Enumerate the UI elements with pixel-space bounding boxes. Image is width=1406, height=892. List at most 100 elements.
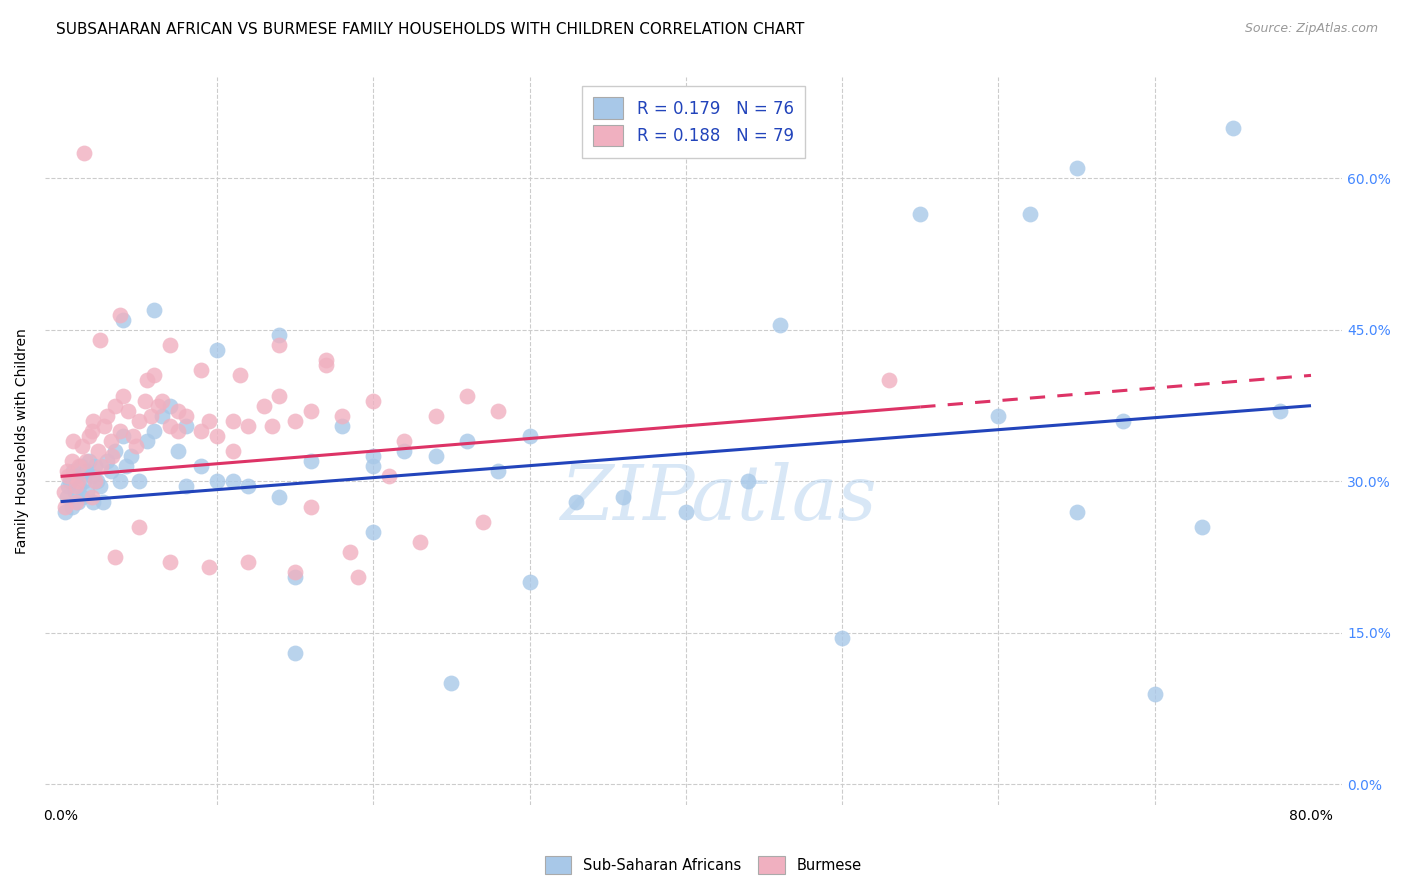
- Point: [146, 399, 169, 413]
- Point: [62, 464, 84, 478]
- Point: [1222, 120, 1244, 135]
- Point: [238, 418, 260, 433]
- Point: [143, 368, 166, 383]
- Point: [60, 454, 83, 468]
- Point: [65, 494, 87, 508]
- Point: [53, 505, 76, 519]
- Point: [143, 302, 166, 317]
- Point: [159, 338, 181, 352]
- Point: [174, 479, 197, 493]
- Point: [339, 545, 361, 559]
- Point: [284, 646, 307, 660]
- Point: [987, 409, 1010, 423]
- Point: [1018, 207, 1040, 221]
- Point: [1066, 161, 1088, 176]
- Point: [73, 475, 96, 489]
- Point: [150, 393, 173, 408]
- Point: [394, 444, 416, 458]
- Point: [1191, 520, 1213, 534]
- Point: [260, 418, 283, 433]
- Point: [65, 469, 87, 483]
- Point: [205, 343, 228, 358]
- Point: [1066, 505, 1088, 519]
- Point: [56, 464, 79, 478]
- Point: [361, 459, 384, 474]
- Point: [135, 373, 157, 387]
- Point: [737, 475, 759, 489]
- Point: [134, 393, 156, 408]
- Point: [128, 475, 150, 489]
- Point: [72, 439, 94, 453]
- Point: [471, 515, 494, 529]
- Point: [100, 464, 122, 478]
- Point: [299, 454, 322, 468]
- Point: [66, 475, 89, 489]
- Point: [108, 475, 131, 489]
- Point: [565, 494, 588, 508]
- Point: [877, 373, 900, 387]
- Point: [910, 207, 932, 221]
- Point: [1143, 686, 1166, 700]
- Point: [120, 449, 142, 463]
- Point: [394, 434, 416, 448]
- Point: [1112, 414, 1135, 428]
- Legend: Sub-Saharan Africans, Burmese: Sub-Saharan Africans, Burmese: [538, 850, 868, 880]
- Point: [330, 409, 353, 423]
- Point: [299, 500, 322, 514]
- Point: [150, 409, 173, 423]
- Point: [104, 399, 127, 413]
- Text: SUBSAHARAN AFRICAN VS BURMESE FAMILY HOUSEHOLDS WITH CHILDREN CORRELATION CHART: SUBSAHARAN AFRICAN VS BURMESE FAMILY HOU…: [56, 22, 804, 37]
- Point: [90, 459, 112, 474]
- Point: [62, 434, 84, 448]
- Point: [108, 308, 131, 322]
- Point: [58, 469, 80, 483]
- Point: [84, 459, 107, 474]
- Point: [284, 414, 307, 428]
- Point: [77, 454, 100, 468]
- Point: [768, 318, 790, 332]
- Point: [361, 449, 384, 463]
- Point: [269, 328, 291, 343]
- Point: [269, 490, 291, 504]
- Point: [315, 359, 337, 373]
- Point: [128, 414, 150, 428]
- Point: [346, 570, 368, 584]
- Point: [84, 475, 107, 489]
- Point: [166, 424, 188, 438]
- Point: [221, 414, 243, 428]
- Point: [67, 459, 90, 474]
- Point: [91, 494, 114, 508]
- Point: [284, 566, 307, 580]
- Point: [117, 403, 139, 417]
- Point: [58, 479, 80, 493]
- Text: Source: ZipAtlas.com: Source: ZipAtlas.com: [1244, 22, 1378, 36]
- Point: [612, 490, 634, 504]
- Point: [190, 363, 212, 377]
- Point: [166, 403, 188, 417]
- Point: [67, 479, 90, 493]
- Point: [519, 575, 541, 590]
- Point: [108, 424, 131, 438]
- Point: [486, 464, 509, 478]
- Point: [53, 500, 76, 514]
- Point: [1268, 403, 1291, 417]
- Point: [409, 535, 432, 549]
- Point: [174, 409, 197, 423]
- Point: [519, 429, 541, 443]
- Point: [143, 424, 166, 438]
- Point: [135, 434, 157, 448]
- Point: [159, 555, 181, 569]
- Point: [221, 444, 243, 458]
- Point: [831, 631, 853, 645]
- Point: [675, 505, 697, 519]
- Point: [378, 469, 401, 483]
- Point: [73, 146, 96, 161]
- Point: [269, 388, 291, 402]
- Point: [101, 449, 124, 463]
- Point: [80, 424, 103, 438]
- Point: [112, 313, 135, 327]
- Point: [82, 494, 104, 508]
- Point: [104, 444, 127, 458]
- Point: [82, 414, 104, 428]
- Point: [456, 434, 478, 448]
